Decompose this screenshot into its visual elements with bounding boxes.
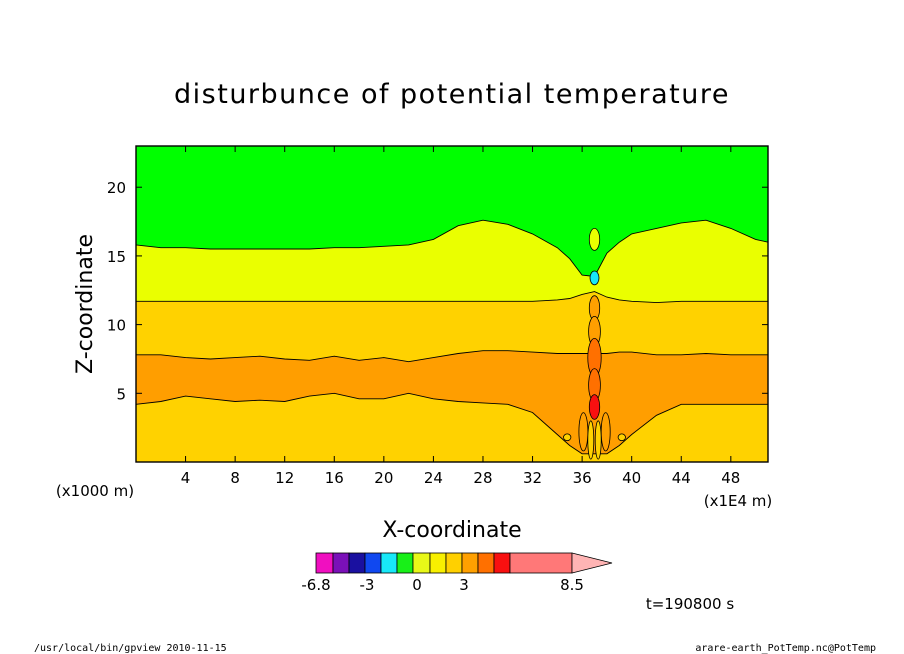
- plume-cell: [578, 412, 589, 452]
- x-tick-label: 32: [523, 469, 542, 487]
- plume-cell: [589, 270, 600, 286]
- footer-left: /usr/local/bin/gpview 2010-11-15: [34, 643, 227, 654]
- colorbar-cell: [396, 552, 414, 574]
- colorbar-label: 0: [412, 576, 422, 594]
- colorbar-label: 3: [459, 576, 469, 594]
- colorbar-cell: [364, 552, 382, 574]
- plume-cell: [588, 394, 601, 420]
- x-tick-label: 20: [374, 469, 393, 487]
- plot-frame: [135, 145, 769, 463]
- colorbar-cell: [380, 552, 398, 574]
- plume-cell: [600, 412, 611, 452]
- contour-line: [136, 291, 768, 304]
- colorbar-cell: [477, 552, 495, 574]
- y-tick-label: 10: [107, 317, 126, 335]
- plume-cell: [594, 420, 602, 460]
- x-tick-label: 28: [473, 469, 492, 487]
- y-axis-ticks: 5 10 15 20: [107, 179, 768, 403]
- plot-area: [135, 145, 769, 463]
- colorbar-cell: [461, 552, 479, 574]
- plume-cell: [588, 227, 601, 251]
- x-tick-label: 12: [275, 469, 294, 487]
- convective-plume: [563, 227, 626, 460]
- colorbar-cell: [509, 552, 573, 574]
- colorbar-label: 8.5: [560, 576, 584, 594]
- colorbar-cell: [332, 552, 350, 574]
- time-label: t=190800 s: [646, 595, 734, 613]
- colorbar-cell: [348, 552, 366, 574]
- contour-line: [136, 350, 768, 363]
- x-axis-ticks: 4 8 12 16 20 24 28 32 36 40 44 48: [181, 146, 740, 487]
- y-tick-label: 5: [116, 385, 126, 403]
- plume-cell: [617, 433, 626, 442]
- x-unit-right: (x1E4 m): [704, 492, 773, 510]
- colorbar-cell: [429, 552, 447, 574]
- chart-title: disturbunce of potential temperature: [174, 79, 730, 110]
- x-axis-label: X-coordinate: [382, 518, 521, 543]
- x-tick-label: 36: [573, 469, 592, 487]
- colorbar-cell: [315, 552, 334, 574]
- y-axis-label: Z-coordinate: [73, 234, 98, 374]
- plume-cell: [563, 433, 572, 442]
- colorbar-extension: [571, 552, 613, 574]
- colorbar-cell: [445, 552, 463, 574]
- colorbar: [315, 552, 613, 574]
- x-tick-label: 4: [181, 469, 191, 487]
- x-unit-left: (x1000 m): [56, 482, 134, 500]
- band-gold-lower: [136, 393, 768, 462]
- x-tick-label: 48: [721, 469, 740, 487]
- x-tick-label: 40: [622, 469, 641, 487]
- colorbar-cell: [412, 552, 431, 574]
- y-tick-label: 20: [107, 179, 126, 197]
- colorbar-label: -6.8: [301, 576, 330, 594]
- x-tick-label: 8: [230, 469, 240, 487]
- colorbar-cell: [493, 552, 511, 574]
- contour-line: [135, 392, 768, 455]
- colorbar-labels: -6.8 -3 0 3 8.5: [301, 576, 584, 594]
- plume-cell: [587, 420, 595, 460]
- contour-lines: [135, 219, 769, 455]
- x-tick-label: 24: [424, 469, 443, 487]
- y-tick-label: 15: [107, 248, 126, 266]
- x-tick-label: 16: [325, 469, 344, 487]
- contour-line: [135, 219, 769, 277]
- colorbar-label: -3: [360, 576, 375, 594]
- x-tick-label: 44: [672, 469, 691, 487]
- footer-right: arare-earth_PotTemp.nc@PotTemp: [695, 643, 876, 654]
